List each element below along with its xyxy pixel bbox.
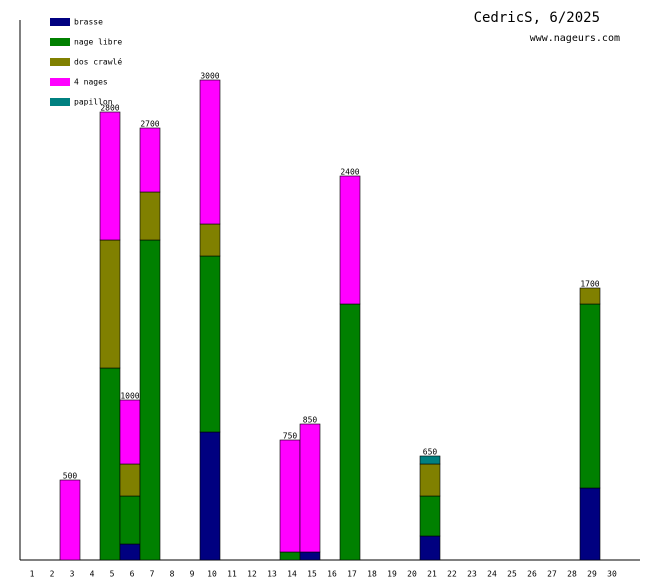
legend-label: nage libre xyxy=(74,38,122,47)
x-tick-label: 27 xyxy=(547,570,557,579)
legend-label: dos crawlé xyxy=(74,57,122,67)
x-tick-label: 12 xyxy=(247,570,257,579)
x-tick-label: 3 xyxy=(70,570,75,579)
bar-segment xyxy=(199,79,221,225)
legend-label: brasse xyxy=(74,18,103,27)
legend-swatch xyxy=(50,98,70,106)
bar-segment xyxy=(419,535,441,561)
x-tick-label: 26 xyxy=(527,570,537,579)
bar-segment xyxy=(579,303,601,489)
bar-segment xyxy=(119,543,141,561)
bar-segment xyxy=(139,127,161,193)
bar-segment xyxy=(279,439,301,553)
total-label: 2800 xyxy=(100,104,119,113)
bar-segment xyxy=(579,287,601,305)
legend-swatch xyxy=(50,58,70,66)
x-tick-label: 2 xyxy=(50,570,55,579)
legend-label: papillon xyxy=(74,98,113,107)
total-label: 2700 xyxy=(140,120,159,129)
x-tick-label: 1 xyxy=(30,570,35,579)
x-tick-label: 30 xyxy=(607,570,617,579)
bar-segment xyxy=(339,303,361,561)
bar-segment xyxy=(139,191,161,241)
bar-segment xyxy=(99,367,121,561)
x-tick-label: 23 xyxy=(467,570,477,579)
bar-segment xyxy=(119,495,141,545)
x-tick-label: 24 xyxy=(487,570,497,579)
x-tick-label: 14 xyxy=(287,570,297,579)
chart-subtitle: www.nageurs.com xyxy=(530,33,620,44)
bar-segment xyxy=(199,223,221,257)
bar-segment xyxy=(299,551,321,561)
x-tick-label: 16 xyxy=(327,570,337,579)
x-tick-label: 22 xyxy=(447,570,457,579)
x-tick-label: 11 xyxy=(227,570,237,579)
bar-segment xyxy=(99,111,121,241)
x-tick-label: 28 xyxy=(567,570,577,579)
x-tick-label: 8 xyxy=(170,570,175,579)
chart-title: CedricS, 6/2025 xyxy=(474,10,600,26)
bar-segment xyxy=(279,551,301,561)
bar-segment xyxy=(199,431,221,561)
bar-segment xyxy=(419,455,441,465)
x-tick-label: 20 xyxy=(407,570,417,579)
bar-segment xyxy=(419,495,441,537)
total-label: 2400 xyxy=(340,168,359,177)
total-label: 1700 xyxy=(580,280,599,289)
bar-segment xyxy=(119,399,141,465)
bar-segment xyxy=(59,479,81,561)
legend-swatch xyxy=(50,18,70,26)
x-tick-label: 18 xyxy=(367,570,377,579)
bar-segment xyxy=(119,463,141,497)
x-tick-label: 29 xyxy=(587,570,597,579)
total-label: 1000 xyxy=(120,392,139,401)
bar-segment xyxy=(99,239,121,369)
x-tick-label: 4 xyxy=(90,570,95,579)
total-label: 750 xyxy=(283,432,298,441)
x-tick-label: 13 xyxy=(267,570,277,579)
bar-segment xyxy=(419,463,441,497)
x-tick-label: 10 xyxy=(207,570,217,579)
x-tick-label: 19 xyxy=(387,570,397,579)
x-tick-label: 17 xyxy=(347,570,357,579)
x-tick-label: 15 xyxy=(307,570,317,579)
total-label: 500 xyxy=(63,472,78,481)
bar-segment xyxy=(299,423,321,553)
x-tick-label: 9 xyxy=(190,570,195,579)
x-tick-label: 5 xyxy=(110,570,115,579)
total-label: 850 xyxy=(303,416,318,425)
x-tick-label: 25 xyxy=(507,570,517,579)
bar-segment xyxy=(339,175,361,305)
bar-segment xyxy=(199,255,221,433)
legend-swatch xyxy=(50,38,70,46)
x-tick-label: 6 xyxy=(130,570,135,579)
total-label: 3000 xyxy=(200,72,219,81)
x-tick-label: 21 xyxy=(427,570,437,579)
bar-segment xyxy=(139,239,161,561)
x-tick-label: 7 xyxy=(150,570,155,579)
total-label: 650 xyxy=(423,448,438,457)
bar-segment xyxy=(579,487,601,561)
legend-label: 4 nages xyxy=(74,78,108,87)
legend-swatch xyxy=(50,78,70,86)
